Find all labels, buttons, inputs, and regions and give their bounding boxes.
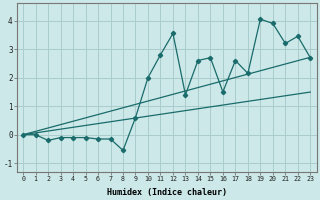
X-axis label: Humidex (Indice chaleur): Humidex (Indice chaleur) bbox=[107, 188, 227, 197]
